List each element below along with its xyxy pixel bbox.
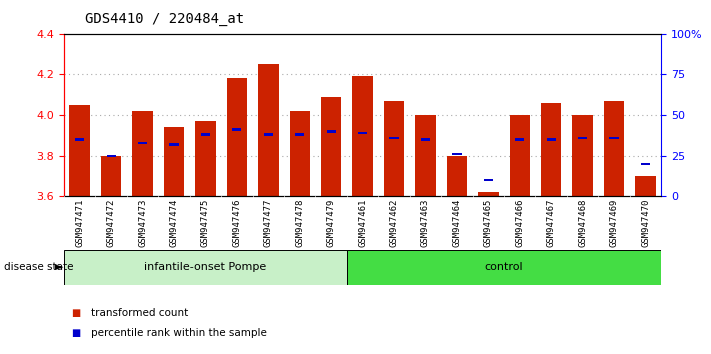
Text: GSM947465: GSM947465 [484, 199, 493, 247]
Bar [636, 176, 656, 196]
Bar [295, 133, 304, 136]
Bar [384, 101, 405, 196]
Bar [572, 115, 593, 196]
Text: GSM947463: GSM947463 [421, 199, 430, 247]
Text: GSM947473: GSM947473 [138, 199, 147, 247]
Bar [321, 97, 341, 196]
Bar [169, 143, 178, 145]
Bar [258, 64, 279, 196]
Bar [347, 250, 661, 285]
Bar [541, 103, 562, 196]
Text: GSM947475: GSM947475 [201, 199, 210, 247]
Bar [164, 127, 184, 196]
Text: GSM947469: GSM947469 [609, 199, 619, 247]
Bar [201, 133, 210, 136]
Text: ■: ■ [71, 308, 80, 318]
Text: ■: ■ [71, 328, 80, 338]
Text: GSM947478: GSM947478 [295, 199, 304, 247]
Text: infantile-onset Pompe: infantile-onset Pompe [144, 262, 267, 272]
Text: GSM947477: GSM947477 [264, 199, 273, 247]
Text: GDS4410 / 220484_at: GDS4410 / 220484_at [85, 12, 245, 27]
Text: percentile rank within the sample: percentile rank within the sample [91, 328, 267, 338]
Bar [515, 138, 525, 141]
Bar [447, 156, 467, 196]
Bar [452, 153, 461, 155]
Text: GSM947471: GSM947471 [75, 199, 84, 247]
Bar [641, 163, 650, 165]
Text: disease state: disease state [4, 262, 73, 272]
Bar [64, 250, 347, 285]
Bar [390, 137, 399, 139]
Bar [289, 111, 310, 196]
Text: GSM947474: GSM947474 [169, 199, 178, 247]
Bar [232, 129, 242, 131]
Bar [609, 137, 619, 139]
Bar [578, 137, 587, 139]
Bar [132, 111, 153, 196]
Text: transformed count: transformed count [91, 308, 188, 318]
Bar [415, 115, 436, 196]
Bar [101, 156, 122, 196]
Bar [421, 138, 430, 141]
Bar [75, 138, 85, 141]
Bar [107, 155, 116, 157]
Text: GSM947479: GSM947479 [326, 199, 336, 247]
Text: GSM947476: GSM947476 [232, 199, 241, 247]
Bar [70, 105, 90, 196]
Bar [547, 138, 556, 141]
Bar [358, 132, 367, 134]
Text: ►: ► [55, 262, 64, 272]
Text: GSM947468: GSM947468 [578, 199, 587, 247]
Bar [483, 179, 493, 181]
Text: GSM947472: GSM947472 [107, 199, 116, 247]
Text: GSM947470: GSM947470 [641, 199, 650, 247]
Bar [510, 115, 530, 196]
Bar [264, 133, 273, 136]
Text: GSM947467: GSM947467 [547, 199, 556, 247]
Text: GSM947461: GSM947461 [358, 199, 367, 247]
Text: control: control [485, 262, 523, 272]
Bar [604, 101, 624, 196]
Text: GSM947464: GSM947464 [452, 199, 461, 247]
Bar [478, 193, 498, 196]
Bar [138, 142, 147, 144]
Bar [353, 76, 373, 196]
Bar [227, 79, 247, 196]
Text: GSM947462: GSM947462 [390, 199, 399, 247]
Bar [326, 130, 336, 132]
Bar [196, 121, 215, 196]
Text: GSM947466: GSM947466 [515, 199, 524, 247]
